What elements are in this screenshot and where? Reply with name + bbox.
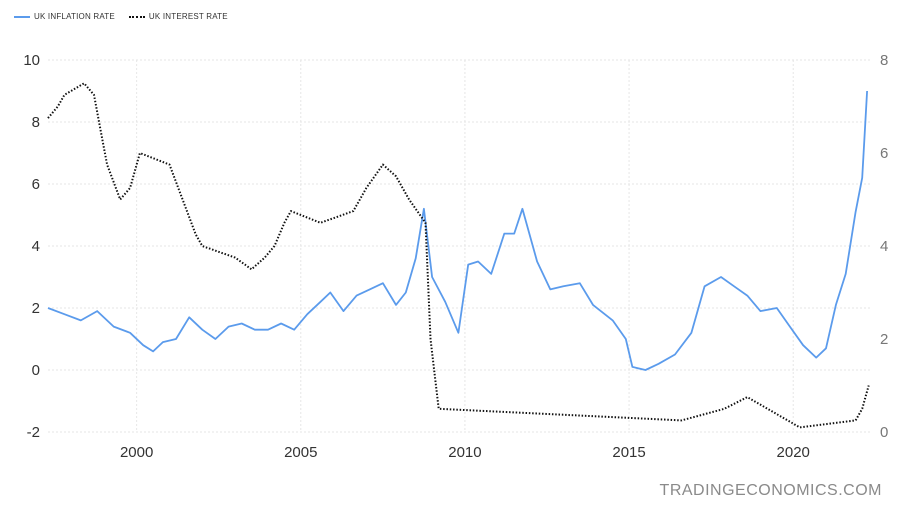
y-left-tick-label: 0	[32, 362, 40, 379]
legend-label-inflation: UK INFLATION RATE	[34, 12, 115, 21]
chart-legend: UK INFLATION RATE UK INTEREST RATE	[14, 12, 228, 21]
x-tick-label: 2010	[448, 444, 481, 461]
y-right-tick-label: 0	[880, 424, 888, 441]
y-right-tick-label: 4	[880, 238, 888, 255]
x-tick-label: 2015	[612, 444, 645, 461]
y-left-tick-label: 10	[23, 52, 40, 69]
series-line-inflation-rate	[47, 90, 868, 371]
x-tick-label: 2020	[777, 444, 810, 461]
y-left-tick-label: 8	[32, 114, 40, 131]
legend-label-interest: UK INTEREST RATE	[148, 12, 228, 21]
watermark: TRADINGECONOMICS.COM	[659, 482, 882, 499]
y-left-tick-label: 4	[32, 238, 40, 255]
y-left-tick-label: -2	[27, 424, 40, 441]
legend-item-interest[interactable]: UK INTEREST RATE	[128, 12, 228, 21]
x-tick-label: 2005	[284, 444, 317, 461]
y-right-tick-label: 6	[880, 145, 888, 162]
y-right-tick-label: 2	[880, 331, 888, 348]
legend-item-inflation[interactable]: UK INFLATION RATE	[14, 12, 115, 21]
series-line-interest-rate	[47, 82, 870, 429]
y-left-tick-label: 6	[32, 176, 40, 193]
y-left-tick-label: 2	[32, 300, 40, 317]
x-tick-label: 2000	[120, 444, 153, 461]
legend-swatch-inflation	[14, 15, 30, 18]
y-right-tick-label: 8	[880, 52, 888, 69]
legend-swatch-interest	[128, 15, 145, 18]
